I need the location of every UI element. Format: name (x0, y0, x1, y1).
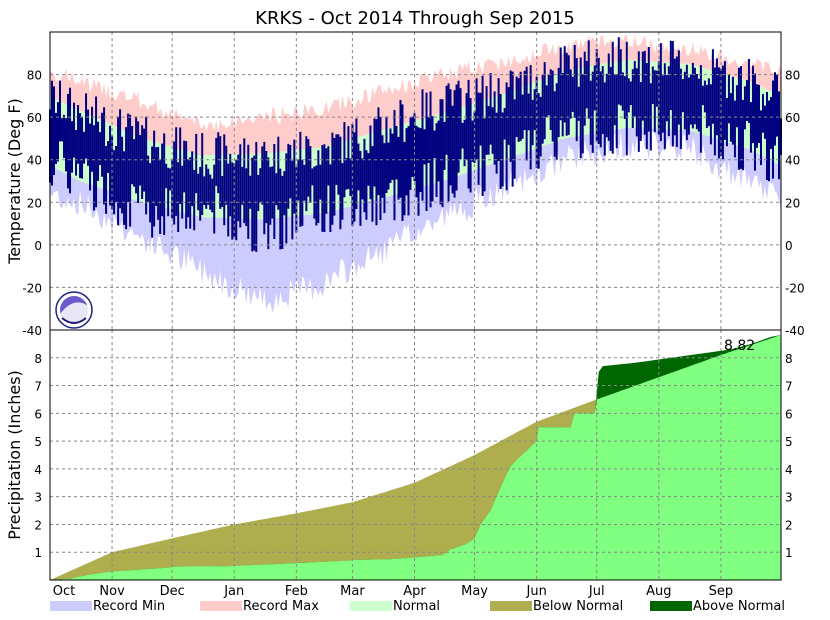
x-tick-label: Jul (588, 584, 605, 599)
temp-tick-label-left: -40 (22, 324, 42, 338)
record-min-band (50, 127, 781, 313)
precip-tick-label-left: 8 (34, 352, 42, 366)
precip-tick-label-right: 1 (785, 546, 793, 560)
precip-tick-label-right: 6 (785, 407, 793, 421)
temp-tick-label-right: 0 (785, 239, 793, 253)
temp-tick-label-left: 0 (34, 239, 42, 253)
precip-tick-label-left: 1 (34, 546, 42, 560)
temp-tick-label-left: 80 (27, 69, 42, 83)
precip-frame (49, 329, 782, 581)
x-tick-label: Jun (526, 584, 547, 599)
precip-y-axis-label: Precipitation (Inches) (5, 370, 24, 540)
x-tick-label: Apr (403, 584, 426, 599)
precip-total-annotation: 8.82 (724, 338, 755, 354)
x-tick-label: Oct (53, 584, 75, 599)
x-tick-label: Jan (223, 584, 244, 599)
x-tick-label: Sep (709, 584, 734, 599)
temp-tick-label-right: 60 (785, 111, 800, 125)
legend-label: Record Min (93, 599, 165, 614)
legend-swatch (200, 601, 242, 611)
precip-tick-label-left: 2 (34, 518, 42, 532)
legend-label: Record Max (243, 599, 319, 614)
x-tick-label: Feb (285, 584, 308, 599)
precip-grid (50, 330, 781, 580)
observed-precip-area (50, 335, 781, 580)
legend-swatch (50, 601, 92, 611)
precip-tick-label-right: 8 (785, 352, 793, 366)
precip-tick-label-right: 4 (785, 463, 793, 477)
precip-tick-label-right: 3 (785, 491, 793, 505)
legend-swatch (490, 601, 532, 611)
chart-title: KRKS - Oct 2014 Through Sep 2015 (255, 8, 575, 29)
x-tick-label: Nov (99, 584, 125, 599)
precipitation-panel: 1 1 2 2 3 3 4 4 5 5 6 6 7 7 8 8 8.82 (34, 329, 793, 581)
precip-tick-label-left: 4 (34, 463, 42, 477)
temp-tick-label-left: 40 (27, 154, 42, 168)
precip-tick-label-right: 5 (785, 435, 793, 449)
precip-tick-label-left: 7 (34, 380, 42, 394)
legend-label: Below Normal (533, 599, 623, 614)
precip-tick-label-left: 6 (34, 407, 42, 421)
logo-bird-shape (60, 302, 88, 322)
precip-tick-label-left: 3 (34, 491, 42, 505)
temp-y-axis-label: Temperature (Deg F) (5, 98, 24, 265)
logo-wave (61, 317, 87, 324)
temp-tick-label-left: 20 (27, 196, 42, 210)
x-tick-label: Aug (646, 584, 671, 599)
temp-tick-label-right: 80 (785, 69, 800, 83)
temp-tick-label-right: 40 (785, 154, 800, 168)
x-axis: Oct Nov Dec Jan Feb Mar Apr May Jun Jul Aug Sep (53, 584, 733, 599)
temp-tick-label-left: 60 (27, 111, 42, 125)
x-tick-label: May (461, 584, 488, 599)
temp-tick-label-right: 20 (785, 196, 800, 210)
observed-series (49, 37, 782, 252)
legend-swatch (650, 601, 692, 611)
precip-tick-label-right: 7 (785, 380, 793, 394)
legend-label: Above Normal (693, 599, 785, 614)
temperature-panel: -40 -40 -20 -20 0 0 20 20 40 40 60 60 80 80 (22, 31, 805, 338)
x-tick-label: Mar (340, 584, 365, 599)
legend-label: Normal (393, 599, 440, 614)
precip-tick-label-right: 2 (785, 518, 793, 532)
temp-tick-label-left: -20 (22, 281, 42, 295)
noaa-logo (55, 291, 93, 329)
legend-swatch (350, 601, 392, 611)
x-tick-label: Dec (160, 584, 185, 599)
temp-grid (50, 32, 781, 330)
temp-tick-label-right: -40 (785, 324, 805, 338)
legend: Record Min Record Max Normal Below Normal Ab… (50, 599, 785, 614)
temp-tick-label-right: -20 (785, 281, 805, 295)
precip-tick-label-left: 5 (34, 435, 42, 449)
